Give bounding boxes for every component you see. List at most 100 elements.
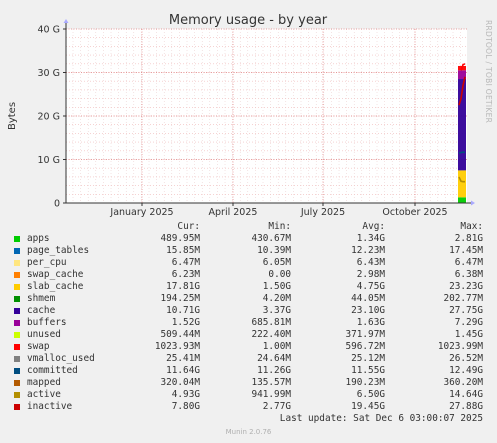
line-swap: [460, 63, 466, 71]
legend-swatch: [14, 380, 20, 386]
legend-avg-value: 2.98M: [356, 269, 385, 280]
legend-swatch: [14, 392, 20, 398]
legend-cur-value: 320.04M: [160, 377, 200, 388]
legend-swatch: [14, 368, 20, 374]
legend-max-value: 27.88G: [449, 401, 483, 412]
legend-max-value: 27.75G: [449, 305, 483, 316]
legend-row-per_cpu: per_cpu 6.47M 6.05M 6.43M 6.47M: [0, 257, 497, 269]
legend-min-value: 135.57M: [251, 377, 291, 388]
legend-series-name: swap_cache: [27, 269, 84, 280]
legend-swatch: [14, 260, 20, 266]
legend-swatch: [14, 236, 20, 242]
legend-cur-value: 17.81G: [166, 281, 200, 292]
legend-row-vmalloc_used: vmalloc_used 25.41M 24.64M 25.12M 26.52M: [0, 353, 497, 365]
legend-header-cur: Cur:: [177, 221, 200, 232]
legend-series-name: buffers: [27, 317, 67, 328]
x-axis-arrow: [471, 200, 475, 206]
legend-swatch: [14, 320, 20, 326]
legend-min-value: 222.40M: [251, 329, 291, 340]
x-tick-label: April 2025: [209, 207, 258, 218]
y-tick-label: 30 G: [38, 68, 60, 79]
legend-min-value: 4.20M: [262, 293, 291, 304]
legend-swatch: [14, 272, 20, 278]
legend-min-value: 10.39M: [257, 245, 291, 256]
line-committed: [458, 151, 466, 154]
legend-swatch: [14, 356, 20, 362]
legend-avg-value: 6.50G: [356, 389, 385, 400]
legend-row-inactive: inactive 7.80G 2.77G 19.45G 27.88G: [0, 401, 497, 413]
area-buffers: [458, 70, 466, 80]
legend-min-value: 11.26G: [257, 365, 291, 376]
legend-header-row: Cur: Min: Avg: Max:: [0, 221, 497, 233]
legend-row-committed: committed 11.64G 11.26G 11.55G 12.49G: [0, 365, 497, 377]
legend-avg-value: 23.10G: [351, 305, 385, 316]
legend-min-value: 430.67M: [251, 233, 291, 244]
legend-max-value: 23.23G: [449, 281, 483, 292]
legend-header-avg: Avg:: [362, 221, 385, 232]
munin-credit: Munin 2.0.76: [225, 428, 272, 436]
legend-min-value: 24.64M: [257, 353, 291, 364]
legend-max-value: 26.52M: [449, 353, 483, 364]
legend-avg-value: 19.45G: [351, 401, 385, 412]
y-tick-label: 40 G: [38, 25, 60, 36]
legend-cur-value: 11.64G: [166, 365, 200, 376]
legend-cur-value: 509.44M: [160, 329, 200, 340]
legend-swatch: [14, 308, 20, 314]
legend-series-name: mapped: [27, 377, 61, 388]
legend-avg-value: 596.72M: [345, 341, 385, 352]
legend-avg-value: 1.34G: [356, 233, 385, 244]
area-cache: [458, 79, 466, 171]
legend-max-value: 360.20M: [443, 377, 483, 388]
rrdtool-credit: RRDTOOL / TOBI OETIKER: [484, 20, 493, 124]
legend-min-value: 2.77G: [262, 401, 291, 412]
legend-min-value: 6.05M: [262, 257, 291, 268]
legend-series-name: slab_cache: [27, 281, 84, 292]
legend-min-value: 1.00M: [262, 341, 291, 352]
legend-avg-value: 1.63G: [356, 317, 385, 328]
legend-avg-value: 371.97M: [345, 329, 385, 340]
legend-row-cache: cache 10.71G 3.37G 23.10G 27.75G: [0, 305, 497, 317]
legend-series-name: swap: [27, 341, 50, 352]
legend-avg-value: 6.43M: [356, 257, 385, 268]
legend-cur-value: 25.41M: [166, 353, 200, 364]
legend-swatch: [14, 404, 20, 410]
legend-max-value: 14.64G: [449, 389, 483, 400]
x-tick-label: July 2025: [300, 207, 345, 218]
legend-max-value: 1023.99M: [437, 341, 483, 352]
legend-row-apps: apps 489.95M 430.67M 1.34G 2.81G: [0, 233, 497, 245]
legend-max-value: 6.47M: [454, 257, 483, 268]
legend-series-name: unused: [27, 329, 61, 340]
legend-avg-value: 44.05M: [351, 293, 385, 304]
legend-max-value: 12.49G: [449, 365, 483, 376]
legend-series-name: per_cpu: [27, 257, 67, 268]
legend-min-value: 3.37G: [262, 305, 291, 316]
last-update: Last update: Sat Dec 6 03:00:07 2025: [279, 413, 483, 424]
y-tick-label: 10 G: [38, 155, 60, 166]
legend-swatch: [14, 344, 20, 350]
line-inactive: [458, 76, 466, 106]
legend-row-swap_cache: swap_cache 6.23M 0.00 2.98M 6.38M: [0, 269, 497, 281]
legend-swatch: [14, 248, 20, 254]
legend-max-value: 6.38M: [454, 269, 483, 280]
legend-avg-value: 190.23M: [345, 377, 385, 388]
legend-series-name: shmem: [27, 293, 56, 304]
legend-row-page_tables: page_tables 15.85M 10.39M 12.23M 17.45M: [0, 245, 497, 257]
legend-series-name: apps: [27, 233, 50, 244]
legend-max-value: 17.45M: [449, 245, 483, 256]
legend-cur-value: 4.93G: [171, 389, 200, 400]
legend-min-value: 0.00: [268, 269, 291, 280]
legend-avg-value: 12.23M: [351, 245, 385, 256]
legend-series-name: active: [27, 389, 61, 400]
line-active: [458, 176, 465, 183]
legend-row-shmem: shmem 194.25M 4.20M 44.05M 202.77M: [0, 293, 497, 305]
legend-cur-value: 489.95M: [160, 233, 200, 244]
legend-series-name: vmalloc_used: [27, 353, 95, 364]
legend-swatch: [14, 332, 20, 338]
chart: Memory usage - by year Bytes 0 10 G 20 G 30…: [0, 0, 497, 221]
legend-cur-value: 194.25M: [160, 293, 200, 304]
legend-series-name: committed: [27, 365, 78, 376]
legend-series-name: inactive: [27, 401, 73, 412]
legend-swatch: [14, 296, 20, 302]
area-slab_cache: [458, 170, 466, 198]
legend-row-buffers: buffers 1.52G 685.81M 1.63G 7.29G: [0, 317, 497, 329]
